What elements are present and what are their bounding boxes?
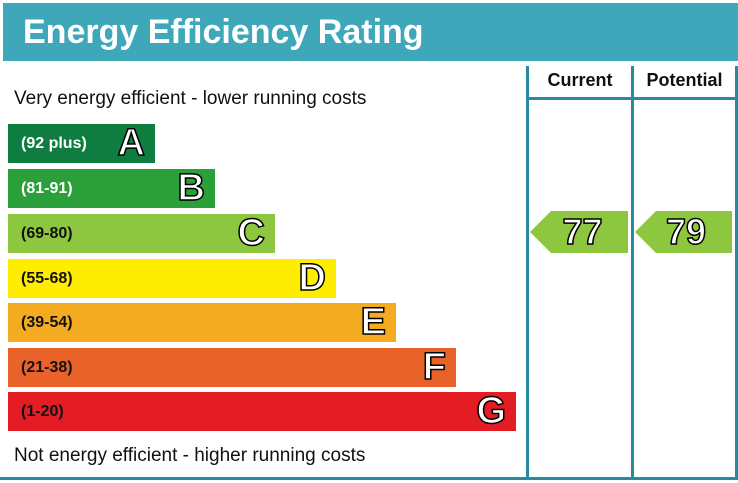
column-divider bbox=[526, 66, 529, 479]
band-b: (81-91) B bbox=[8, 166, 215, 210]
top-label: Very energy efficient - lower running co… bbox=[14, 88, 367, 109]
column-divider bbox=[735, 66, 738, 479]
band-letter: F bbox=[422, 345, 447, 389]
potential-arrow bbox=[635, 211, 732, 253]
band-range: (55-68) bbox=[21, 270, 73, 287]
current-value: 77 bbox=[562, 210, 604, 253]
band-letter: E bbox=[360, 300, 387, 344]
band-letter: C bbox=[237, 211, 266, 255]
band-e: (39-54) E bbox=[8, 300, 396, 344]
band-d: (55-68) D bbox=[8, 256, 336, 300]
band-range: (81-91) bbox=[21, 180, 73, 197]
band-f: (21-38) F bbox=[8, 345, 456, 389]
band-a: (92 plus) A bbox=[8, 121, 155, 165]
band-letter: B bbox=[177, 166, 206, 210]
band-letter: A bbox=[117, 121, 146, 165]
band-c: (69-80) C bbox=[8, 211, 275, 255]
current-header: Current bbox=[547, 70, 613, 90]
band-letter: G bbox=[476, 389, 507, 433]
bottom-border bbox=[0, 477, 738, 480]
potential-header: Potential bbox=[646, 70, 723, 90]
band-range: (21-38) bbox=[21, 359, 73, 376]
current-arrow bbox=[530, 211, 628, 253]
chart-title: Energy Efficiency Rating bbox=[3, 3, 738, 61]
band-range: (69-80) bbox=[21, 225, 73, 242]
band-range: (39-54) bbox=[21, 314, 73, 331]
band-letter: D bbox=[298, 256, 327, 300]
bottom-label: Not energy efficient - higher running co… bbox=[14, 445, 366, 466]
band-range: (92 plus) bbox=[21, 135, 87, 152]
band-range: (1-20) bbox=[21, 403, 64, 420]
potential-value: 79 bbox=[665, 210, 707, 253]
column-divider bbox=[631, 66, 634, 479]
header-divider bbox=[526, 97, 738, 100]
band-g: (1-20) G bbox=[8, 389, 516, 433]
